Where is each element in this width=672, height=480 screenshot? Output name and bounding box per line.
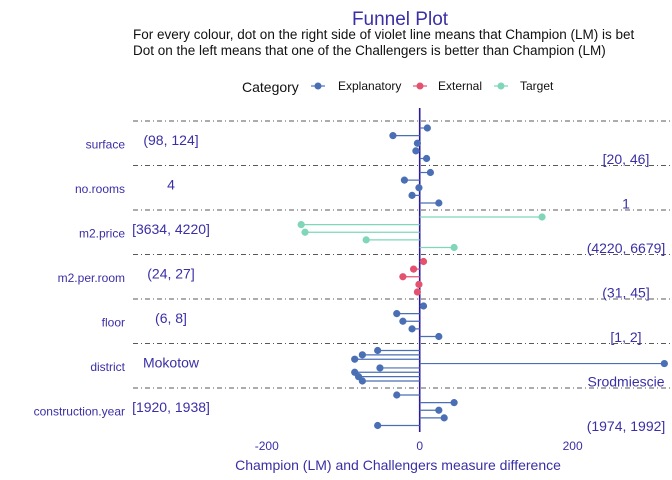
data-point: [435, 332, 443, 341]
data-point: [660, 359, 668, 368]
data-point: [409, 265, 418, 273]
left-annotation: (6, 8]: [155, 310, 187, 326]
data-point: [413, 288, 422, 296]
y-tick-label: no.rooms: [75, 182, 125, 196]
data-point: [389, 132, 397, 140]
data-point: [412, 147, 420, 155]
data-point: [419, 302, 428, 310]
data-point: [362, 236, 370, 244]
legend-title: Category: [242, 79, 299, 95]
data-point: [393, 310, 401, 318]
data-point: [400, 176, 409, 184]
left-annotation: Mokotow: [143, 355, 200, 371]
x-tick-label: -200: [255, 439, 279, 453]
data-point: [435, 199, 443, 207]
data-point: [301, 228, 309, 236]
x-tick-label: 0: [416, 439, 423, 453]
right-annotation: [1, 2]: [610, 329, 641, 345]
left-annotation: [3634, 4220]: [132, 221, 210, 237]
data-point: [376, 364, 384, 372]
y-tick-label: m2.per.room: [58, 271, 125, 285]
chart-title: Funnel Plot: [352, 9, 449, 30]
data-point: [413, 139, 422, 147]
right-annotation: 1: [622, 196, 630, 212]
y-tick-label: m2.price: [79, 226, 125, 240]
data-point: [415, 184, 423, 192]
legend-explanatory-dot: [314, 82, 322, 90]
data-point: [450, 243, 458, 252]
data-point: [358, 351, 366, 359]
left-annotation: (98, 124]: [143, 132, 198, 148]
data-point: [440, 414, 448, 422]
data-point: [297, 221, 305, 229]
x-axis-label: Champion (LM) and Challengers measure di…: [235, 457, 561, 473]
y-tick-label: floor: [102, 315, 125, 329]
chart-subtitle-line-1: For every colour, dot on the right side …: [133, 27, 634, 42]
right-annotation: (31, 45]: [602, 285, 649, 301]
data-point: [399, 273, 407, 281]
right-annotation: [20, 46]: [603, 151, 650, 167]
right-annotation: (1974, 1992]: [587, 418, 666, 434]
y-tick-label: construction.year: [34, 404, 125, 418]
data-point: [419, 257, 428, 266]
data-point: [393, 391, 401, 399]
data-point: [374, 421, 382, 430]
left-annotation: 4: [167, 177, 175, 193]
data-point: [351, 355, 359, 363]
legend-external-label: External: [438, 79, 482, 93]
data-point: [538, 213, 546, 221]
data-point: [399, 317, 407, 325]
left-annotation: [1920, 1938]: [132, 399, 210, 415]
right-annotation: Srodmiescie: [587, 374, 664, 390]
data-point: [423, 124, 431, 132]
data-point: [422, 154, 431, 163]
legend-explanatory-label: Explanatory: [338, 79, 401, 93]
legend-target-dot: [497, 82, 505, 90]
data-point: [408, 191, 416, 199]
legend-entry-explanatory: Explanatory: [311, 79, 401, 93]
legend-external-dot: [416, 82, 424, 90]
plot-area: surface (98, 124] [20, 46] no.rooms 4 1 m2.pri…: [34, 108, 672, 453]
legend-entry-external: External: [413, 79, 482, 93]
y-tick-label: surface: [86, 137, 126, 151]
data-point: [415, 280, 423, 288]
data-point: [435, 406, 443, 414]
data-point: [426, 168, 435, 177]
data-point: [358, 377, 366, 385]
right-annotation: (4220, 6679]: [587, 240, 666, 256]
legend: Category Explanatory External Target: [242, 79, 554, 95]
chart-subtitle-line-2: Dot on the left means that one of the Ch…: [133, 43, 606, 58]
left-annotation: (24, 27]: [147, 266, 194, 282]
legend-target-label: Target: [520, 79, 554, 93]
data-point: [450, 399, 458, 407]
data-point: [374, 346, 382, 355]
legend-entry-target: Target: [494, 79, 554, 93]
y-tick-label: district: [90, 360, 125, 374]
x-tick-label: 200: [563, 439, 583, 453]
data-point: [408, 325, 416, 333]
